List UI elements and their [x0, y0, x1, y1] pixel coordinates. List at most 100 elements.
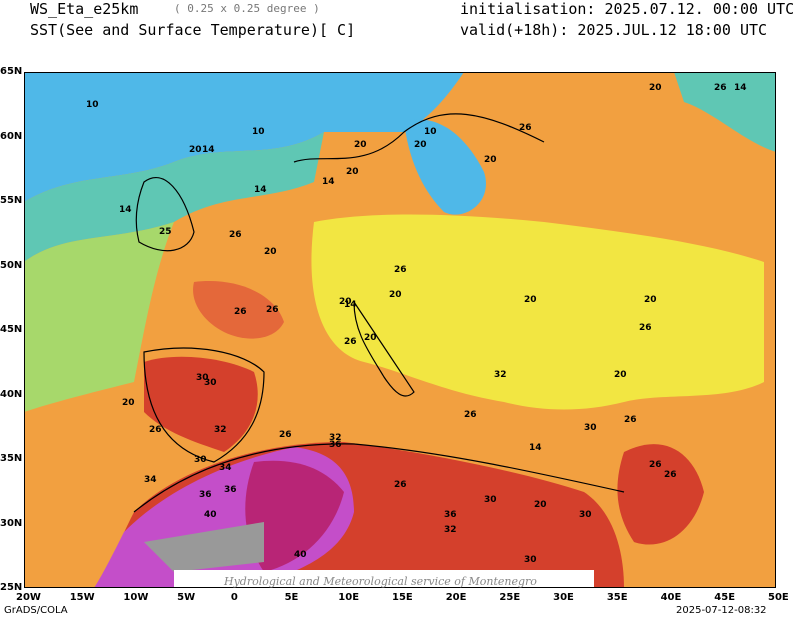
contour-label: 30 — [194, 455, 207, 465]
contour-label: 26 — [714, 83, 727, 93]
contour-label: 34 — [219, 463, 232, 473]
contour-label: 32 — [329, 433, 342, 443]
contour-label: 36 — [444, 510, 457, 520]
contour-label: 30 — [524, 555, 537, 565]
x-tick-label: 5E — [284, 592, 299, 603]
watermark: Hydrological and Meteorological service … — [223, 575, 537, 588]
x-tick-label: 20W — [16, 592, 41, 603]
contour-label: 32 — [214, 425, 227, 435]
contour-label: 20 — [346, 167, 359, 177]
contour-label: 20 — [339, 297, 352, 307]
initialisation-time: initialisation: 2025.07.12. 00:00 UTC — [460, 0, 795, 18]
x-tick-label: 15E — [392, 592, 413, 603]
contour-label: 20 — [122, 398, 135, 408]
contour-label: 26 — [519, 123, 532, 133]
coastline-north — [293, 113, 545, 163]
contour-label: 40 — [294, 550, 307, 560]
y-tick-label: 45N — [0, 324, 23, 335]
y-tick-label: 40N — [0, 388, 23, 400]
x-tick-label: 45E — [714, 592, 736, 603]
map-frame — [24, 72, 776, 588]
contour-label: 26 — [279, 430, 292, 440]
y-tick-label: 65N — [0, 66, 23, 77]
contour-label: 30 — [196, 373, 209, 383]
contour-label: 20 — [364, 333, 377, 343]
contour-label: 20 — [389, 290, 402, 300]
contour-label: 20 — [354, 140, 367, 150]
sahara-magenta — [245, 460, 344, 572]
x-tick-label: 25E — [499, 592, 521, 603]
contour-label: 20 — [614, 370, 627, 380]
contour-label: 14 — [529, 443, 542, 453]
coastline-britain — [135, 177, 195, 252]
model-name: WS_Eta_e25km — [30, 0, 139, 18]
contour-label: 32 — [444, 525, 457, 535]
contour-label: 20 — [414, 140, 427, 150]
contour-label: 20 — [524, 295, 537, 305]
contour-label: 26 — [234, 307, 247, 317]
bottom-blank — [174, 570, 594, 588]
contour-label: 26 — [229, 230, 242, 240]
contour-label: 30 — [484, 495, 497, 505]
contour-label: 26 — [624, 415, 637, 425]
coastline-africa — [133, 443, 625, 513]
east-hot — [617, 444, 704, 545]
contour-label: 10 — [86, 100, 99, 110]
contour-label: 36 — [329, 440, 342, 450]
contour-label: 20 — [649, 83, 662, 93]
warm-zone — [311, 214, 764, 410]
x-tick-label: 40E — [660, 592, 682, 603]
contour-label: 20 — [264, 247, 277, 257]
contour-label: 25 — [159, 227, 172, 237]
y-tick-label: 25N — [0, 582, 23, 593]
contour-label: 14 — [254, 185, 267, 195]
contour-label: 14 — [119, 205, 132, 215]
france-hot — [193, 281, 284, 339]
y-tick-label: 30N — [0, 517, 23, 529]
y-tick-label: 50N — [0, 259, 23, 271]
contour-label: 26 — [394, 480, 407, 490]
y-tick-label: 55N — [0, 195, 23, 206]
coastline-iberia — [143, 347, 265, 463]
contour-label: 26 — [649, 460, 662, 470]
contour-label: 34 — [144, 475, 157, 485]
coastline-italy — [353, 300, 415, 397]
variable-title: SST(See and Surface Temperature)[ C] — [30, 21, 356, 39]
contour-label: 14 — [322, 177, 335, 187]
grey-desert — [144, 522, 264, 572]
contour-label: 20 — [534, 500, 547, 510]
contour-label: 10 — [252, 127, 265, 137]
x-tick-label: 10E — [338, 592, 360, 603]
y-tick-label: 60N — [0, 130, 23, 142]
contour-label: 20 — [644, 295, 657, 305]
contour-label: 20 — [484, 155, 497, 165]
contour-label: 26 — [266, 305, 279, 315]
baltic-sea — [404, 119, 486, 215]
contour-label: 36 — [199, 490, 212, 500]
x-tick-label: 5W — [177, 592, 196, 603]
contour-label: 26 — [639, 323, 652, 333]
cold-zone — [24, 72, 464, 202]
contour-label: 26 — [464, 410, 477, 420]
contour-label: 36 — [224, 485, 237, 495]
footer-right: 2025-07-12-08:32 — [676, 605, 767, 616]
contour-label: 20 — [189, 145, 202, 155]
contour-label: 30 — [584, 423, 597, 433]
y-tick-label: 35N — [0, 453, 23, 464]
mild-zone — [24, 222, 174, 412]
contour-label: 26 — [344, 337, 357, 347]
resolution-note: ( 0.25 x 0.25 degree ) — [174, 2, 320, 15]
x-tick-label: 30E — [553, 592, 574, 603]
cold-zone-east — [674, 72, 776, 152]
x-tick-label: 15W — [69, 592, 95, 603]
contour-label: 14 — [344, 300, 357, 310]
x-tick-label: 10W — [123, 592, 149, 603]
x-tick-label: 20E — [445, 592, 467, 603]
contour-label: 30 — [204, 378, 217, 388]
valid-time: valid(+18h): 2025.JUL.12 18:00 UTC — [460, 21, 768, 39]
contour-label: 26 — [149, 425, 162, 435]
contour-label: 40 — [204, 510, 217, 520]
x-tick-label: 50E — [768, 592, 789, 603]
contour-label: 32 — [494, 370, 507, 380]
